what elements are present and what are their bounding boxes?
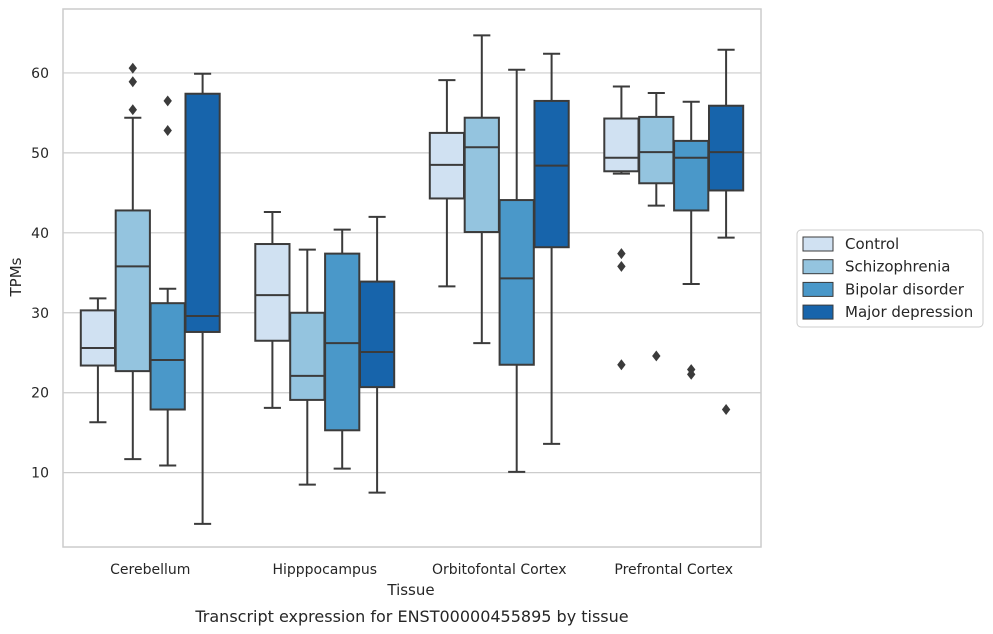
box-iqr [114,209,151,373]
outlier-point [721,404,731,415]
outlier-point [617,260,626,272]
y-tick-label: 40 [31,226,49,242]
box-0-2 [149,95,186,467]
box-iqr [289,311,326,401]
box-groups [79,34,745,525]
outlier-point [617,359,626,371]
outlier-point [163,125,172,136]
chart-caption: Transcript expression for ENST0000045589… [194,607,628,626]
outlier-point [128,104,137,116]
box-2-0 [428,79,466,288]
box-iqr [673,139,710,212]
legend-label: Control [845,235,899,253]
box-3-1 [638,91,675,362]
box-iqr [324,252,361,432]
y-axis-title: TPMs [7,257,25,297]
y-axis-ticks: 10 20 30 40 50 60 [31,66,49,482]
box-0-0 [79,297,117,424]
box-3-3 [707,48,745,415]
box-iqr [498,199,535,366]
legend-label: Bipolar disorder [845,280,965,298]
y-tick-label: 50 [31,146,49,162]
box-iqr [638,115,675,185]
legend: Control Schizophrenia Bipolar disorder Majo… [796,229,984,328]
legend-label: Major depression [845,303,973,321]
y-tick-label: 10 [31,466,49,482]
box-iqr [358,280,396,389]
box-3-0 [603,85,640,371]
y-tick-label: 30 [31,306,49,322]
x-tick-label: Orbitofontal Cortex [432,562,567,578]
box-1-2 [324,228,361,470]
box-1-1 [289,248,326,486]
outlier-point [163,95,172,107]
box-iqr [149,302,186,411]
x-axis-ticks: Cerebellum Hipppocampus Orbitofontal Corte… [110,562,733,578]
legend-frame [796,229,984,328]
box-iqr [707,104,745,192]
box-1-3 [358,215,396,494]
box-0-3 [184,72,221,525]
box-iqr [533,99,570,249]
plot-frame [62,8,762,548]
box-2-3 [533,52,570,445]
outlier-point [617,248,626,260]
box-0-1 [114,62,151,461]
box-1-0 [254,211,291,409]
outlier-point [687,368,696,380]
legend-swatch [802,304,834,320]
box-iqr [463,116,500,234]
legend-label: Schizophrenia [845,258,950,276]
box-iqr [184,92,221,333]
x-tick-label: Prefrontal Cortex [614,562,733,578]
x-axis-title: Tissue [386,581,434,599]
outlier-point [652,350,661,362]
x-tick-label: Cerebellum [110,562,190,578]
legend-swatch [802,281,834,297]
box-iqr [603,117,640,173]
outlier-point [128,62,137,74]
box-iqr [79,309,117,367]
legend-swatch [802,236,834,252]
box-3-2 [673,100,710,380]
legend-swatch [802,259,834,275]
box-2-1 [463,34,500,345]
y-tick-label: 20 [31,386,49,402]
box-2-2 [498,68,535,473]
box-iqr [254,243,291,342]
y-tick-label: 60 [31,66,49,82]
x-tick-label: Hipppocampus [272,562,377,578]
outlier-point [128,76,137,88]
